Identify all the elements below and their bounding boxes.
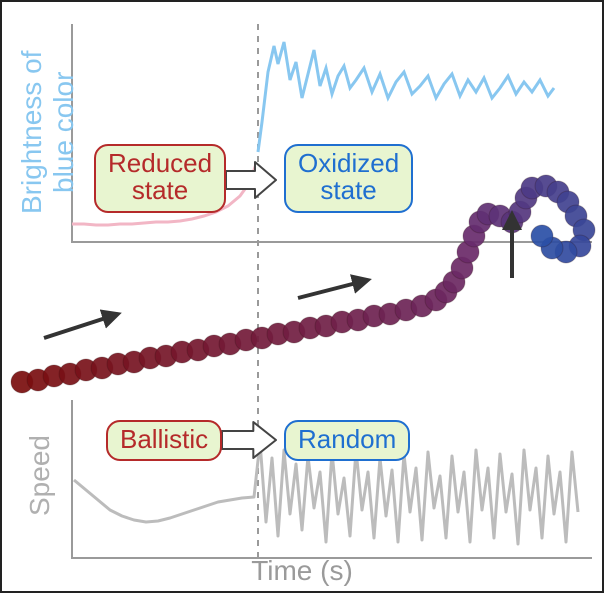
oxidized-state-pill: Oxidized state [284, 144, 413, 213]
oxidized-state-line1: Oxidized [298, 150, 399, 177]
reduced-state-line2: state [108, 177, 212, 204]
y-axis-top-line2: blue color [48, 26, 80, 238]
figure-panel: Brightness of blue color Speed Time (s) … [0, 0, 604, 593]
figure-svg [2, 2, 602, 591]
ballistic-pill: Ballistic [106, 420, 222, 461]
reduced-state-line1: Reduced [108, 150, 212, 177]
reduced-state-pill: Reduced state [94, 144, 226, 213]
random-pill: Random [284, 420, 410, 461]
y-axis-top-line1: Brightness of [16, 26, 48, 238]
oxidized-state-line2: state [298, 177, 399, 204]
x-axis-label: Time (s) [2, 555, 602, 587]
y-axis-top-label: Brightness of blue color [16, 26, 80, 238]
y-axis-bottom-label: Speed [24, 406, 56, 546]
